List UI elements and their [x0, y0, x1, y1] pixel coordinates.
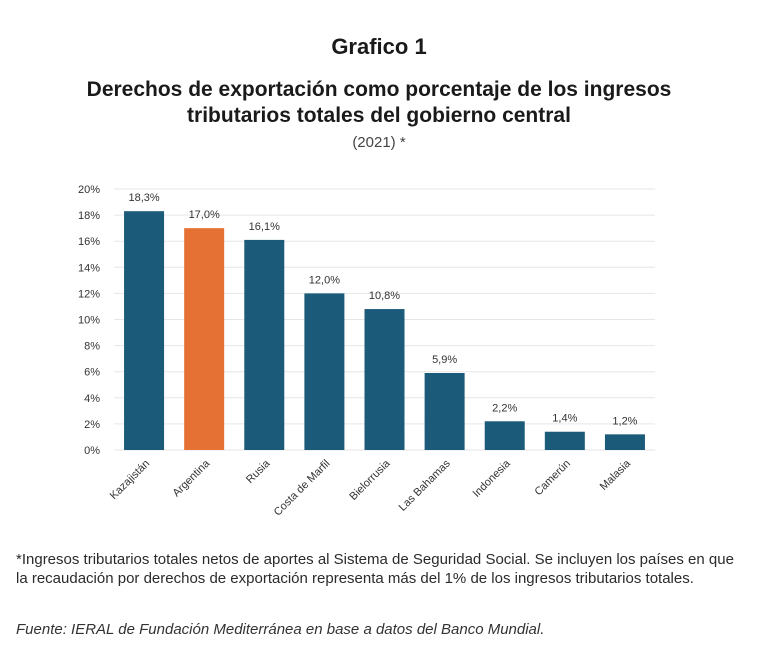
- data-labels: 18,3% 17,0% 16,1% 12,0% 10,8% 5,9% 2,2% 1,4% 1,2…: [128, 192, 637, 427]
- y-tick-label: 2%: [84, 419, 100, 431]
- data-label: 16,1%: [249, 221, 280, 233]
- y-tick-label: 16%: [78, 236, 100, 248]
- bar: [244, 239, 285, 450]
- x-tick-label: Bielorrusia: [347, 457, 393, 503]
- bar-chart: 0%2%4%6%8%10%12%14%16%18%20% 18,3%17,0%1…: [78, 184, 655, 518]
- y-tick-label: 12%: [78, 288, 100, 300]
- bar: [184, 228, 225, 450]
- y-tick-label: 0%: [84, 445, 100, 457]
- x-tick-label: Argentina: [171, 457, 213, 499]
- x-tick-label: Rusia: [244, 457, 273, 486]
- data-label: 2,2%: [492, 402, 517, 414]
- bar: [544, 431, 585, 450]
- chart-title-line2: tributarios totales del gobierno central: [187, 104, 571, 127]
- data-label: 1,4%: [552, 413, 577, 425]
- x-tick-label: Indonesia: [471, 457, 514, 500]
- chart-title-line1: Derechos de exportación como porcentaje …: [86, 78, 672, 101]
- bar: [484, 421, 525, 450]
- bars: [124, 211, 645, 450]
- data-label: 1,2%: [612, 415, 637, 427]
- y-tick-label: 20%: [78, 184, 100, 196]
- bar: [364, 309, 405, 450]
- data-label: 5,9%: [432, 354, 457, 366]
- figure-label: Grafico 1: [331, 34, 427, 59]
- x-tick-label: Las Bahamas: [397, 457, 453, 513]
- y-axis-ticks: 0% 2% 4% 6% 8% 10% 12% 14% 16% 18% 20%: [78, 184, 100, 457]
- bar: [604, 434, 645, 450]
- y-tick-label: 14%: [78, 262, 100, 274]
- y-tick-label: 10%: [78, 315, 100, 327]
- x-tick-label: Costa de Marfil: [272, 458, 333, 519]
- footnote: *Ingresos tributarios totales netos de a…: [16, 551, 734, 587]
- y-tick-label: 8%: [84, 341, 100, 353]
- y-tick-label: 18%: [78, 210, 100, 222]
- source-note: Fuente: IERAL de Fundación Mediterránea …: [16, 621, 545, 638]
- bar: [304, 293, 345, 450]
- data-label: 12,0%: [309, 274, 340, 286]
- x-tick-label: Camerún: [532, 458, 572, 498]
- chart-subtitle: (2021) *: [352, 134, 406, 151]
- data-label: 17,0%: [189, 209, 220, 221]
- x-tick-label: Kazajistán: [108, 458, 152, 502]
- data-label: 10,8%: [369, 290, 400, 302]
- x-axis-ticks: Kazajistán Argentina Rusia Costa de Marfil B…: [108, 457, 634, 518]
- y-tick-label: 4%: [84, 393, 100, 405]
- data-label: 18,3%: [128, 192, 159, 204]
- x-tick-label: Malasia: [598, 457, 634, 493]
- bar: [424, 373, 465, 450]
- bar: [124, 211, 165, 450]
- y-tick-label: 6%: [84, 367, 100, 379]
